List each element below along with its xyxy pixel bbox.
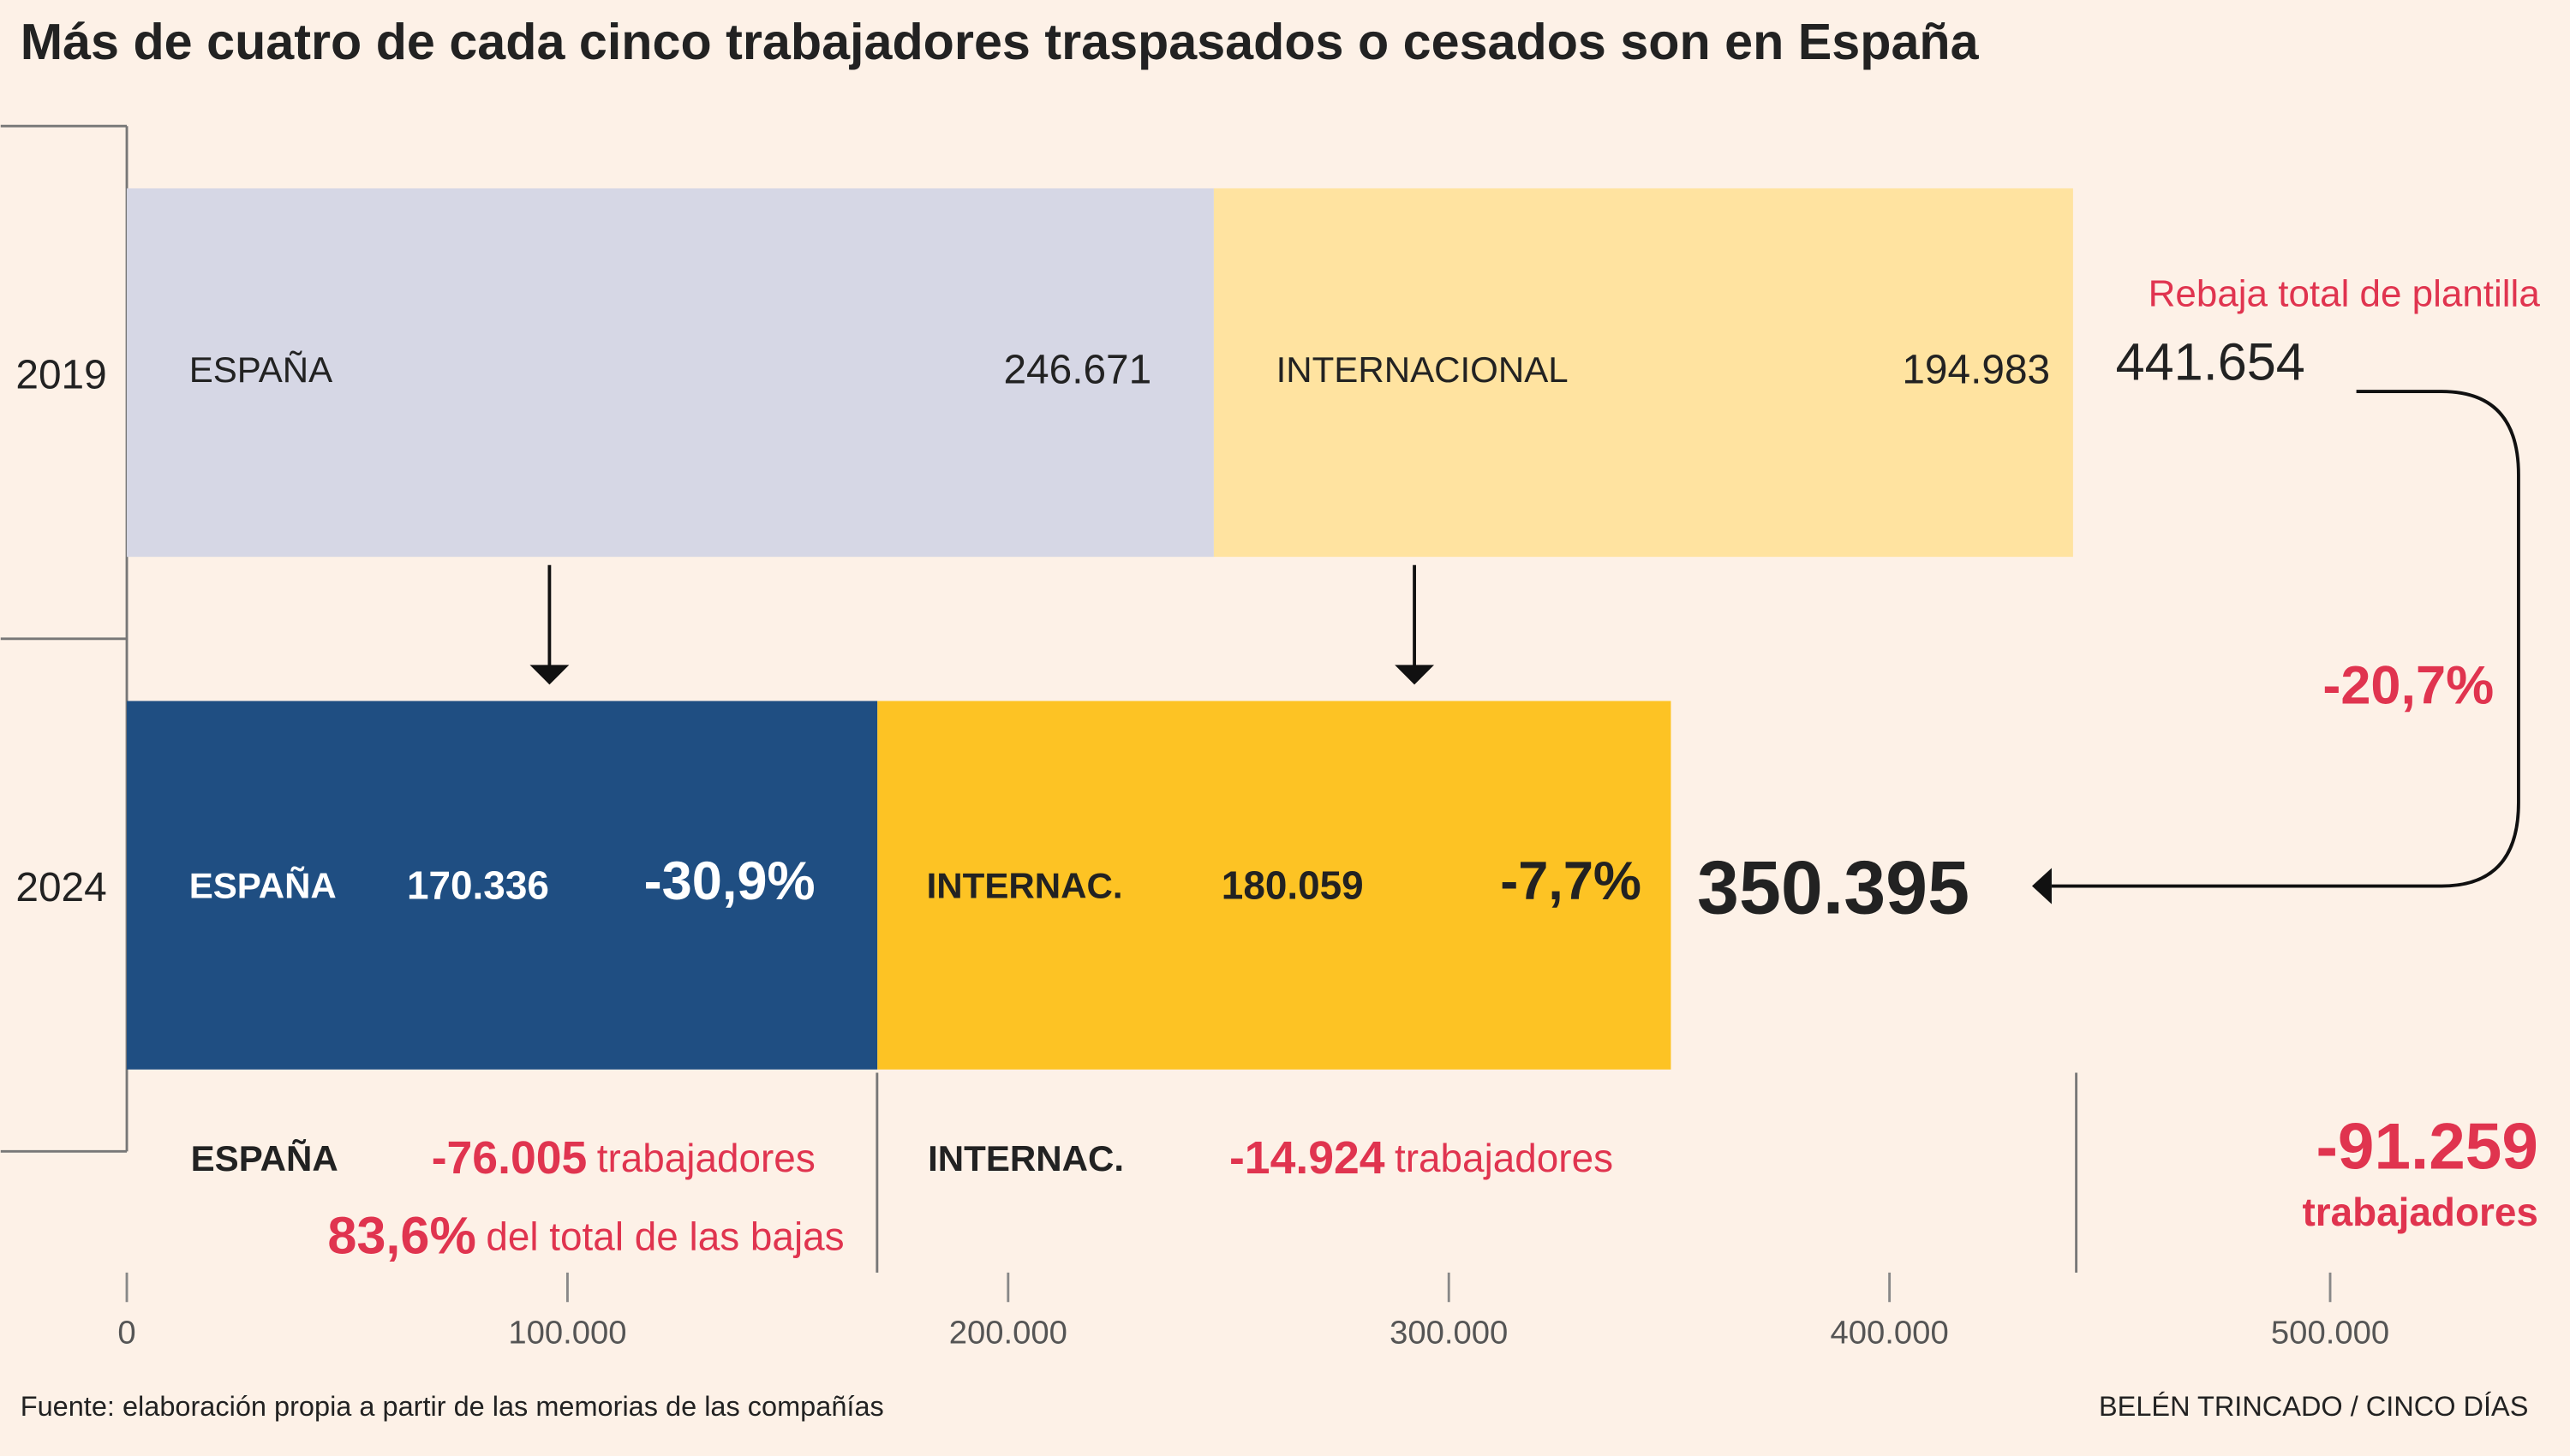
bar <box>877 701 1671 1070</box>
share-part: 83,6% <box>327 1207 476 1265</box>
difference-part: -76.005 <box>432 1133 588 1184</box>
difference-name: INTERNAC. <box>928 1138 1124 1179</box>
x-tick-label: 200.000 <box>949 1315 1067 1352</box>
y-tick-label: 2024 <box>15 865 106 910</box>
segment-label: INTERNAC. <box>927 866 1123 906</box>
total-difference-unit: trabajadores <box>2303 1190 2538 1234</box>
segment-label: INTERNACIONAL <box>1276 349 1569 390</box>
total-label: 350.395 <box>1697 844 1969 929</box>
value-label: 180.059 <box>1222 863 1364 908</box>
value-label: 194.983 <box>1902 348 2050 393</box>
x-tick-label: 500.000 <box>2271 1315 2389 1352</box>
change-label: -30,9% <box>644 851 816 911</box>
total-label: 441.654 <box>2116 333 2305 391</box>
y-tick-label: 2019 <box>15 352 106 397</box>
difference-part: trabajadores <box>597 1136 816 1180</box>
share: 83,6% del total de las bajas <box>327 1207 844 1265</box>
difference: -76.005 trabajadores <box>432 1133 816 1184</box>
value-label: 246.671 <box>1003 348 1151 393</box>
difference-part: -14.924 <box>1229 1133 1385 1184</box>
x-tick-label: 100.000 <box>508 1315 626 1352</box>
credit: BELÉN TRINCADO / CINCO DÍAS <box>2099 1391 2528 1422</box>
value-label: 170.336 <box>407 863 549 908</box>
share-part: del total de las bajas <box>486 1214 844 1259</box>
x-tick-label: 0 <box>117 1315 135 1352</box>
total-caption: Rebaja total de plantilla <box>2149 273 2541 315</box>
x-tick-label: 400.000 <box>1831 1315 1949 1352</box>
difference-part: trabajadores <box>1395 1136 1613 1180</box>
arrows <box>529 390 2520 904</box>
bar <box>1213 188 2073 558</box>
change-label: -7,7% <box>1500 851 1641 911</box>
bar <box>127 701 878 1070</box>
chart-title: Más de cuatro de cada cinco trabajadores… <box>21 13 1980 70</box>
segment-label: ESPAÑA <box>189 866 337 906</box>
x-tick-label: 300.000 <box>1390 1315 1508 1352</box>
source: Fuente: elaboración propia a partir de l… <box>21 1391 884 1422</box>
total-change: -20,7% <box>2322 656 2494 716</box>
total-difference: -91.259 <box>2316 1111 2537 1184</box>
difference-name: ESPAÑA <box>191 1138 338 1179</box>
segment-label: ESPAÑA <box>189 349 332 390</box>
difference: -14.924 trabajadores <box>1229 1133 1613 1184</box>
bar <box>127 188 1214 558</box>
